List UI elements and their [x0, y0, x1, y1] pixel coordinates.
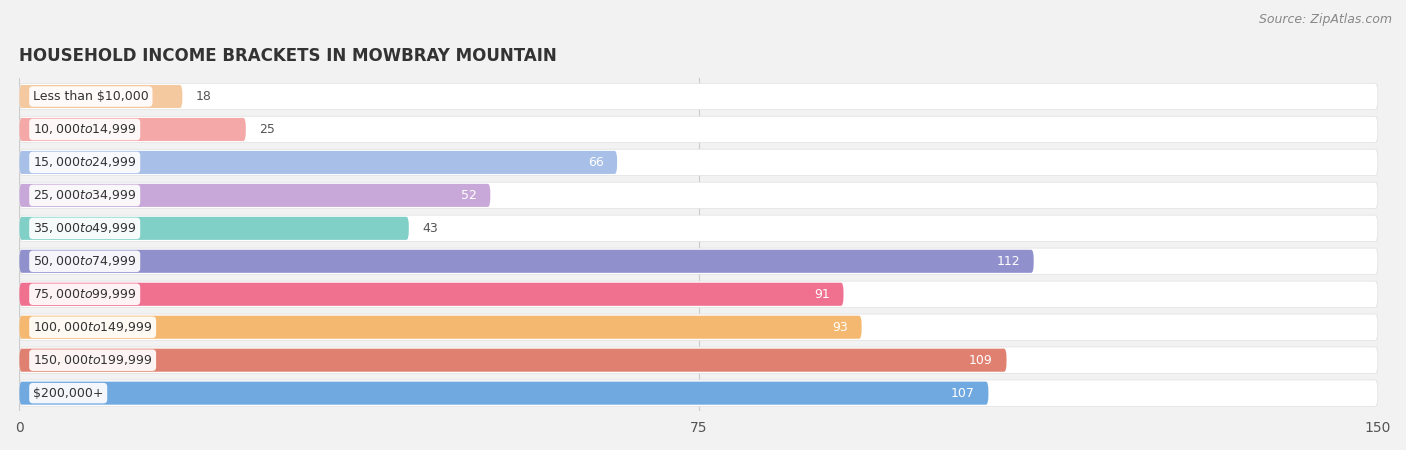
Text: Less than $10,000: Less than $10,000	[32, 90, 149, 103]
FancyBboxPatch shape	[20, 250, 1033, 273]
FancyBboxPatch shape	[20, 380, 1378, 406]
Text: $10,000 to $14,999: $10,000 to $14,999	[32, 122, 136, 136]
FancyBboxPatch shape	[20, 184, 491, 207]
Text: 109: 109	[969, 354, 993, 367]
FancyBboxPatch shape	[20, 316, 862, 339]
FancyBboxPatch shape	[20, 215, 1378, 242]
FancyBboxPatch shape	[20, 83, 1378, 110]
FancyBboxPatch shape	[20, 217, 409, 240]
Text: $50,000 to $74,999: $50,000 to $74,999	[32, 254, 136, 268]
FancyBboxPatch shape	[20, 349, 1007, 372]
Text: $15,000 to $24,999: $15,000 to $24,999	[32, 155, 136, 169]
Text: $35,000 to $49,999: $35,000 to $49,999	[32, 221, 136, 235]
Text: $200,000+: $200,000+	[32, 387, 104, 400]
Text: 112: 112	[997, 255, 1021, 268]
FancyBboxPatch shape	[20, 347, 1378, 373]
FancyBboxPatch shape	[20, 382, 988, 405]
FancyBboxPatch shape	[20, 151, 617, 174]
Text: 18: 18	[195, 90, 212, 103]
Text: 52: 52	[461, 189, 477, 202]
Text: 91: 91	[814, 288, 830, 301]
FancyBboxPatch shape	[20, 281, 1378, 307]
FancyBboxPatch shape	[20, 118, 246, 141]
Text: $75,000 to $99,999: $75,000 to $99,999	[32, 287, 136, 301]
Text: 107: 107	[950, 387, 974, 400]
FancyBboxPatch shape	[20, 314, 1378, 340]
FancyBboxPatch shape	[20, 182, 1378, 208]
Text: 66: 66	[588, 156, 603, 169]
Text: Source: ZipAtlas.com: Source: ZipAtlas.com	[1258, 14, 1392, 27]
FancyBboxPatch shape	[20, 283, 844, 306]
Text: HOUSEHOLD INCOME BRACKETS IN MOWBRAY MOUNTAIN: HOUSEHOLD INCOME BRACKETS IN MOWBRAY MOU…	[20, 47, 557, 65]
Text: $100,000 to $149,999: $100,000 to $149,999	[32, 320, 152, 334]
Text: $25,000 to $34,999: $25,000 to $34,999	[32, 189, 136, 202]
Text: $150,000 to $199,999: $150,000 to $199,999	[32, 353, 152, 367]
Text: 93: 93	[832, 321, 848, 334]
FancyBboxPatch shape	[20, 149, 1378, 176]
FancyBboxPatch shape	[20, 85, 183, 108]
Text: 43: 43	[422, 222, 439, 235]
Text: 25: 25	[259, 123, 276, 136]
FancyBboxPatch shape	[20, 248, 1378, 274]
FancyBboxPatch shape	[20, 116, 1378, 143]
